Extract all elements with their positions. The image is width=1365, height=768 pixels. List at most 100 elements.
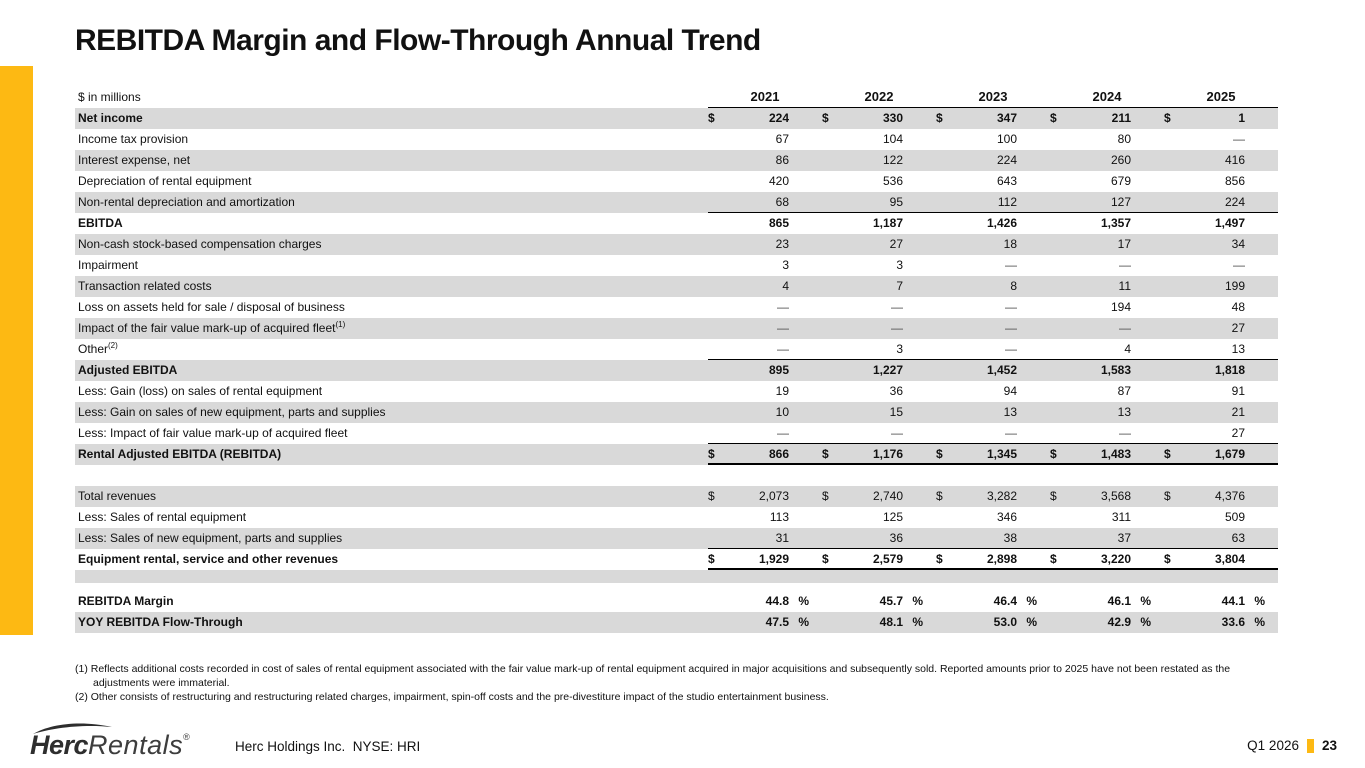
value-cell: 46.1% [1050, 591, 1164, 612]
row-values: 31 36 38 37 63 [708, 528, 1278, 549]
cell-value: 1,483 [1100, 447, 1131, 461]
percent-suffix [789, 339, 809, 359]
percent-suffix [1017, 486, 1037, 507]
value-cell: 86 [708, 150, 822, 171]
currency-symbol: $ [1050, 552, 1057, 566]
cell-value: 895 [768, 363, 789, 377]
cell-value: 1,345 [986, 447, 1017, 461]
cell-value: 13 [1003, 405, 1017, 419]
percent-suffix [1245, 108, 1265, 129]
value-cell: 536 [822, 171, 936, 192]
row-label: EBITDA [78, 216, 123, 230]
currency-symbol [1050, 171, 1068, 192]
footnotes: (1) Reflects additional costs recorded i… [75, 663, 1280, 706]
value-cell: 856 [1164, 171, 1278, 192]
row-label: Less: Sales of new equipment, parts and … [78, 531, 343, 545]
percent-suffix: % [912, 615, 923, 629]
cell-value: 330 [882, 111, 903, 125]
value-cell: $1,929 [708, 549, 822, 568]
percent-suffix [1245, 528, 1265, 548]
percent-suffix [1245, 234, 1265, 255]
percent-suffix [903, 255, 923, 276]
units-label: $ in millions [78, 90, 141, 104]
currency-symbol [822, 528, 840, 548]
currency-symbol [936, 297, 954, 318]
currency-symbol: $ [1164, 447, 1171, 461]
cell-value: 1,679 [1214, 447, 1245, 461]
percent-suffix: % [1140, 615, 1151, 629]
percent-suffix [1245, 192, 1265, 212]
year-header: 2023 [978, 89, 1008, 104]
currency-symbol [1050, 381, 1068, 402]
percent-suffix [903, 402, 923, 423]
cell-value: 2,073 [758, 489, 789, 503]
spacer-row [75, 570, 1278, 583]
value-cell: 45.7% [822, 591, 936, 612]
value-cell: 1,357 [1050, 213, 1164, 234]
year-header: 2022 [864, 89, 894, 104]
percent-suffix [1017, 528, 1037, 548]
value-cell: — [936, 423, 1050, 443]
currency-symbol [1164, 360, 1182, 381]
value-cell: 42.9% [1050, 612, 1164, 633]
percent-suffix [789, 507, 809, 528]
currency-symbol [1164, 171, 1182, 192]
cell-value: 3 [896, 342, 903, 356]
percent-suffix [1245, 486, 1265, 507]
value-cell: — [708, 423, 822, 443]
percent-suffix: % [1140, 594, 1151, 608]
percent-suffix [1017, 549, 1037, 568]
percent-suffix [903, 381, 923, 402]
value-cell: $1,176 [822, 444, 936, 463]
row-values: 19 36 94 87 91 [708, 381, 1278, 402]
currency-symbol: $ [1164, 111, 1171, 125]
percent-suffix [903, 171, 923, 192]
cell-value: 15 [889, 405, 903, 419]
cell-value: 27 [889, 237, 903, 251]
cell-value: 45.7 [879, 594, 903, 608]
value-cell: — [936, 297, 1050, 318]
percent-suffix [1245, 129, 1265, 150]
row-label: REBITDA Margin [78, 594, 174, 608]
cell-value: 27 [1231, 426, 1245, 440]
currency-symbol [1050, 297, 1068, 318]
cell-value: — [1233, 258, 1245, 272]
currency-symbol [708, 528, 726, 548]
table-row: Rental Adjusted EBITDA (REBITDA) $866 $1,1… [75, 444, 1278, 465]
percent-suffix [1131, 486, 1151, 507]
currency-symbol [708, 612, 726, 633]
percent-suffix [903, 108, 923, 129]
value-cell: $3,220 [1050, 549, 1164, 568]
cell-value: 68 [775, 195, 789, 209]
percent-suffix [789, 150, 809, 171]
value-cell: 38 [936, 528, 1050, 548]
value-cell: 27 [1164, 423, 1278, 443]
currency-symbol [1164, 255, 1182, 276]
value-cell: 224 [936, 150, 1050, 171]
cell-value: 48.1 [879, 615, 903, 629]
cell-value: 27 [1231, 321, 1245, 335]
value-cell: — [1050, 318, 1164, 339]
currency-symbol [936, 213, 954, 234]
cell-value: 311 [1111, 510, 1131, 524]
table-row: Transaction related costs 4 7 8 11 199 [75, 276, 1278, 297]
value-cell: $1,483 [1050, 444, 1164, 463]
cell-value: 19 [775, 384, 789, 398]
percent-suffix [1131, 171, 1151, 192]
percent-suffix: % [1254, 615, 1265, 629]
cell-value: 95 [889, 195, 903, 209]
spacer-row [75, 583, 1278, 591]
currency-symbol [1164, 339, 1182, 359]
value-cell: 104 [822, 129, 936, 150]
value-cell: 7 [822, 276, 936, 297]
percent-suffix [1017, 276, 1037, 297]
percent-suffix [1131, 192, 1151, 212]
row-values: 420 536 643 679 856 [708, 171, 1278, 192]
cell-value: 91 [1231, 384, 1245, 398]
percent-suffix [1017, 192, 1037, 212]
percent-suffix [1245, 381, 1265, 402]
row-label: Less: Sales of rental equipment [78, 510, 247, 524]
cell-value: 33.6 [1221, 615, 1245, 629]
currency-symbol [936, 171, 954, 192]
table-row: Interest expense, net 86 122 224 260 416 [75, 150, 1278, 171]
